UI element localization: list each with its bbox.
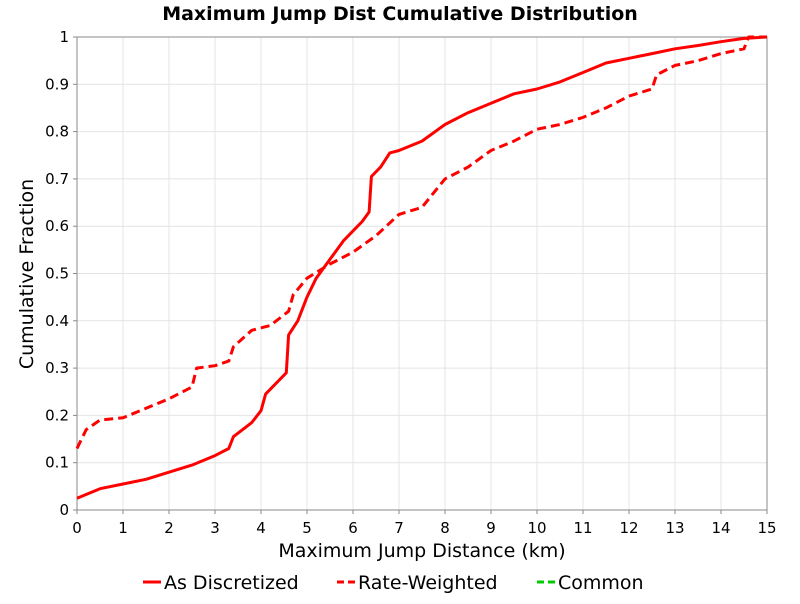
x-tick-label: 12 bbox=[619, 519, 638, 537]
y-tick-label: 1 bbox=[59, 28, 69, 46]
x-tick-label: 15 bbox=[757, 519, 776, 537]
y-tick-label: 0.5 bbox=[45, 265, 69, 283]
x-tick-label: 13 bbox=[665, 519, 684, 537]
series-layer bbox=[75, 35, 768, 500]
y-tick-label: 0.7 bbox=[45, 170, 69, 188]
x-tick-label: 0 bbox=[72, 519, 82, 537]
legend-item-as-discretized: As Discretized bbox=[143, 572, 299, 594]
x-tick-label: 11 bbox=[573, 519, 592, 537]
x-tick-label: 1 bbox=[118, 519, 128, 537]
x-tick-label: 14 bbox=[711, 519, 730, 537]
legend-label-rate-weighted: Rate-Weighted bbox=[358, 572, 498, 594]
legend-item-rate-weighted: Rate-Weighted bbox=[337, 572, 498, 594]
y-tick-label: 0 bbox=[59, 501, 69, 519]
legend-label-common: Common bbox=[558, 572, 644, 594]
chart-title: Maximum Jump Dist Cumulative Distributio… bbox=[162, 3, 638, 25]
legend: As Discretized Rate-Weighted Common bbox=[143, 572, 644, 594]
x-tick-label: 10 bbox=[527, 519, 546, 537]
series-line-rate-weighted bbox=[75, 35, 767, 450]
y-axis-label: Cumulative Fraction bbox=[16, 179, 38, 369]
x-tick-label: 9 bbox=[486, 519, 496, 537]
x-tick-label: 3 bbox=[210, 519, 220, 537]
x-tick-label: 2 bbox=[164, 519, 174, 537]
y-tick-label: 0.9 bbox=[45, 75, 69, 93]
y-tick-label: 0.2 bbox=[45, 406, 69, 424]
y-tick-label: 0.4 bbox=[45, 312, 69, 330]
x-tick-label: 4 bbox=[256, 519, 266, 537]
x-tick-label: 7 bbox=[394, 519, 404, 537]
legend-item-common: Common bbox=[537, 572, 644, 594]
y-tick-label: 0.1 bbox=[45, 454, 69, 472]
y-tick-label: 0.8 bbox=[45, 123, 69, 141]
tick-layer: 0 1 2 3 4 5 6 7 8 9 10 11 12 13 14 1500.10.20.30.40.50.… bbox=[45, 28, 776, 537]
y-tick-label: 0.6 bbox=[45, 217, 69, 235]
y-tick-label: 0.3 bbox=[45, 359, 69, 377]
x-tick-label: 6 bbox=[348, 519, 358, 537]
x-axis-label: Maximum Jump Distance (km) bbox=[278, 540, 565, 562]
x-tick-label: 8 bbox=[440, 519, 450, 537]
x-tick-label: 5 bbox=[302, 519, 312, 537]
series-line-as-discretized bbox=[76, 35, 768, 500]
legend-label-as-discretized: As Discretized bbox=[164, 572, 299, 594]
